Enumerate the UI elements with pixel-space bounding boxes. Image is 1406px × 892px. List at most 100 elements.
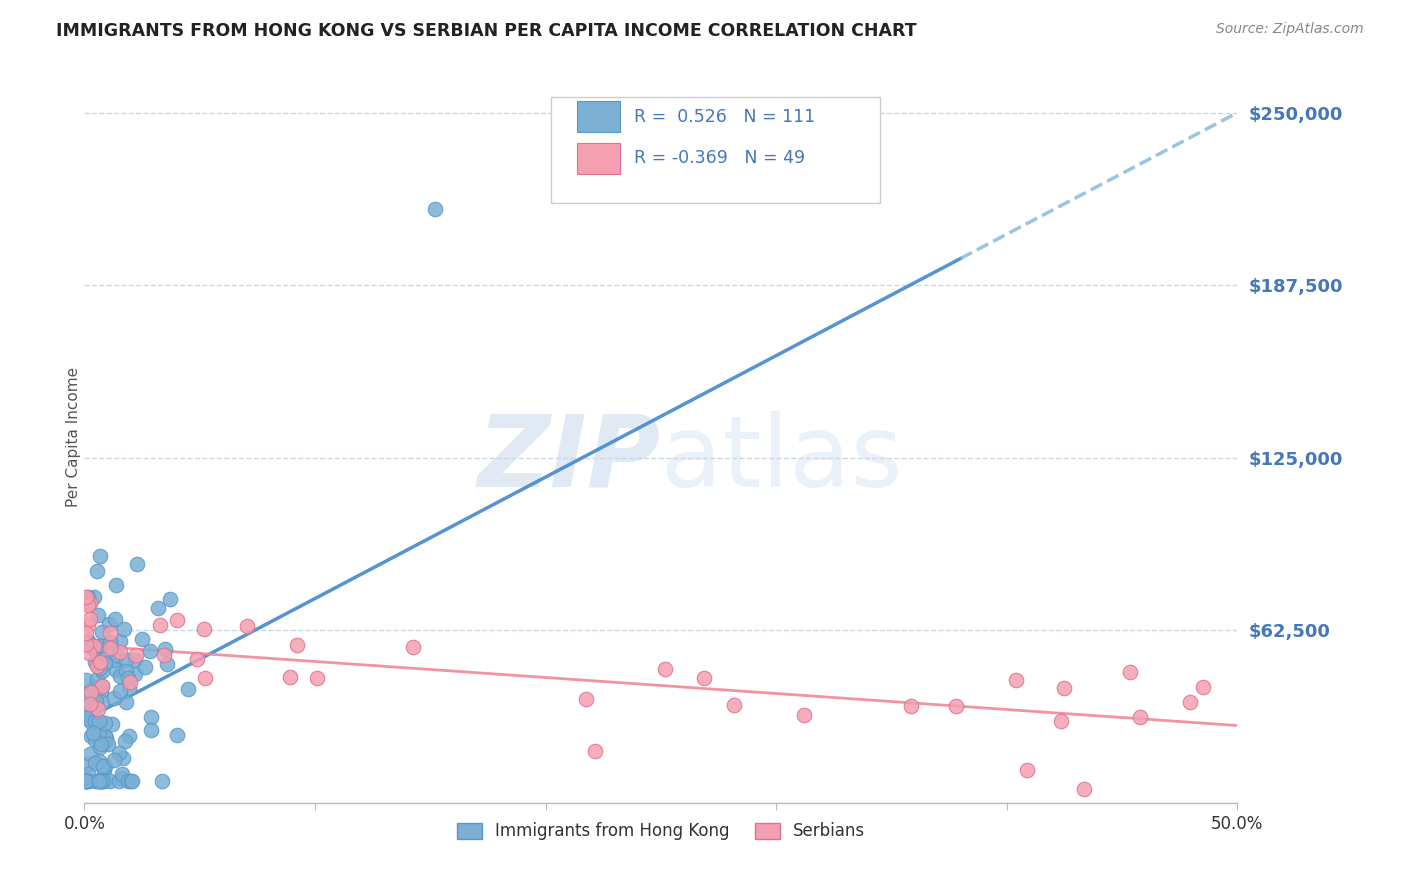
Point xyxy=(75,773,97,788)
Point xyxy=(103,691,125,706)
Point xyxy=(83,732,105,747)
Point xyxy=(1180,695,1202,709)
Point xyxy=(76,618,98,632)
Point xyxy=(79,698,101,712)
Point xyxy=(307,671,329,685)
Point xyxy=(110,684,132,698)
Point xyxy=(79,773,101,788)
Point xyxy=(82,726,104,740)
Point xyxy=(149,617,172,632)
Point xyxy=(77,598,100,612)
Point xyxy=(86,564,108,578)
Point xyxy=(89,714,111,729)
Point xyxy=(100,625,122,640)
Point xyxy=(80,641,103,656)
Point xyxy=(1050,714,1073,728)
Point xyxy=(723,698,745,712)
Point xyxy=(91,679,114,693)
Point xyxy=(124,653,146,667)
Point xyxy=(86,773,108,788)
Point xyxy=(86,773,108,788)
Point xyxy=(124,666,146,681)
Point xyxy=(79,747,101,761)
Point xyxy=(118,729,141,743)
Point xyxy=(91,649,114,664)
Point xyxy=(89,661,111,675)
Point xyxy=(91,759,114,773)
Point xyxy=(114,734,136,748)
Point xyxy=(111,751,134,765)
Point xyxy=(1073,782,1095,797)
Point xyxy=(945,699,967,714)
Point xyxy=(84,714,107,728)
Point xyxy=(76,596,98,610)
Point xyxy=(118,681,141,696)
Point xyxy=(79,612,101,626)
Point xyxy=(139,709,162,723)
Point xyxy=(150,773,173,788)
Point xyxy=(94,734,117,748)
Point xyxy=(105,578,128,592)
Point xyxy=(83,756,105,770)
Legend: Immigrants from Hong Kong, Serbians: Immigrants from Hong Kong, Serbians xyxy=(450,816,872,847)
Point xyxy=(285,638,308,652)
Point xyxy=(166,728,188,742)
Point xyxy=(401,640,423,654)
Point xyxy=(96,731,118,745)
Point xyxy=(83,590,105,604)
Point xyxy=(108,669,131,683)
Point xyxy=(1004,673,1026,688)
Point xyxy=(153,648,176,662)
Point xyxy=(194,671,217,685)
Point xyxy=(90,664,112,678)
Point xyxy=(159,592,181,607)
Point xyxy=(177,681,200,696)
Point xyxy=(120,773,142,788)
Point xyxy=(125,557,148,571)
Point xyxy=(90,638,112,652)
Bar xyxy=(576,102,620,132)
Point xyxy=(84,693,107,707)
Point xyxy=(115,665,138,679)
Point xyxy=(86,673,108,687)
Point xyxy=(83,642,105,657)
Point xyxy=(91,625,114,640)
Point xyxy=(125,648,148,662)
Point xyxy=(79,596,101,610)
Point xyxy=(94,657,117,671)
Point xyxy=(75,686,97,700)
Point xyxy=(76,710,98,724)
Point xyxy=(115,695,138,709)
Point xyxy=(1191,680,1213,694)
FancyBboxPatch shape xyxy=(551,97,880,203)
Point xyxy=(692,671,714,685)
Text: R = -0.369   N = 49: R = -0.369 N = 49 xyxy=(634,149,806,168)
Point xyxy=(1053,681,1076,696)
Point xyxy=(89,773,111,788)
Point xyxy=(86,640,108,654)
Point xyxy=(1015,763,1038,777)
Point xyxy=(90,683,112,698)
Point xyxy=(118,674,141,689)
Point xyxy=(86,658,108,673)
Point xyxy=(80,714,103,729)
Point xyxy=(89,549,111,563)
Point xyxy=(575,692,598,706)
Point xyxy=(98,635,121,649)
Point xyxy=(75,673,97,688)
Point xyxy=(83,639,105,653)
Point xyxy=(91,679,114,693)
Point xyxy=(77,636,100,650)
Point xyxy=(107,773,129,788)
Point xyxy=(80,730,103,744)
Point xyxy=(89,724,111,739)
Point xyxy=(90,773,112,788)
Point xyxy=(148,601,170,615)
Point xyxy=(98,640,121,655)
Point xyxy=(80,707,103,722)
Point xyxy=(93,763,115,777)
Point xyxy=(83,655,105,669)
Point xyxy=(75,773,97,788)
Point xyxy=(87,754,110,768)
Point xyxy=(75,591,97,605)
